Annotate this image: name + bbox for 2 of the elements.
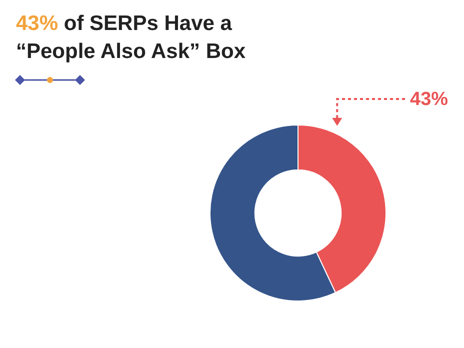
chart-title: 43% of SERPs Have a “People Also Ask” Box <box>16 12 246 63</box>
data-label: 43% <box>410 89 448 110</box>
